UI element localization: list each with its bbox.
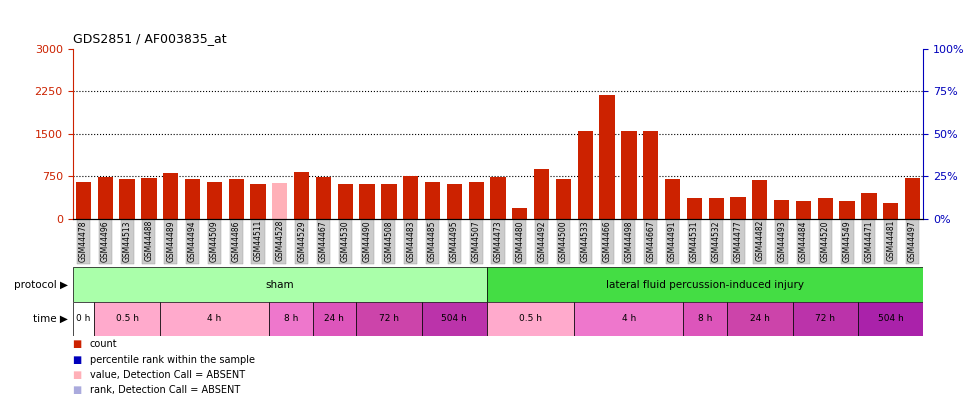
Text: percentile rank within the sample: percentile rank within the sample (90, 355, 255, 364)
Bar (250, 183, 266, 219)
Bar (684, 302, 727, 336)
Text: 4 h: 4 h (207, 314, 221, 324)
Bar (422, 302, 487, 336)
Bar (403, 176, 419, 219)
Text: lateral fluid percussion-induced injury: lateral fluid percussion-induced injury (606, 279, 805, 290)
Bar (793, 302, 858, 336)
Bar (513, 209, 527, 219)
Text: rank, Detection Call = ABSENT: rank, Detection Call = ABSENT (90, 386, 240, 395)
Bar (316, 177, 331, 219)
Bar (228, 179, 244, 219)
Bar (862, 193, 876, 219)
Text: value, Detection Call = ABSENT: value, Detection Call = ABSENT (90, 370, 245, 380)
Text: ■: ■ (73, 370, 82, 380)
Bar (905, 178, 921, 219)
Bar (120, 179, 134, 219)
Bar (425, 182, 440, 219)
Bar (141, 178, 157, 219)
Bar (730, 196, 746, 219)
Bar (556, 179, 571, 219)
Text: 8 h: 8 h (698, 314, 713, 324)
Bar (337, 183, 353, 219)
Bar (665, 179, 680, 219)
Bar (883, 203, 898, 219)
Bar (207, 182, 222, 219)
Bar (818, 198, 833, 219)
Text: ■: ■ (73, 339, 82, 349)
Bar (75, 182, 91, 219)
Bar (621, 131, 636, 219)
Text: GDS2851 / AF003835_at: GDS2851 / AF003835_at (73, 32, 226, 45)
Text: sham: sham (266, 279, 294, 290)
Bar (294, 172, 309, 219)
Bar (269, 302, 312, 336)
Bar (534, 169, 549, 219)
Bar (727, 302, 793, 336)
Bar (774, 200, 789, 219)
Bar (73, 267, 487, 302)
Text: 24 h: 24 h (749, 314, 770, 324)
Text: protocol ▶: protocol ▶ (14, 279, 68, 290)
Bar (752, 180, 768, 219)
Bar (643, 131, 659, 219)
Bar (447, 183, 462, 219)
Bar (356, 302, 422, 336)
Bar (687, 198, 702, 219)
Bar (574, 302, 684, 336)
Bar (487, 302, 574, 336)
Bar (360, 183, 375, 219)
Text: 504 h: 504 h (878, 314, 903, 324)
Bar (272, 183, 287, 219)
Bar (381, 183, 396, 219)
Bar (487, 267, 923, 302)
Text: 504 h: 504 h (442, 314, 467, 324)
Text: ■: ■ (73, 386, 82, 395)
Text: 0.5 h: 0.5 h (116, 314, 138, 324)
Bar (73, 302, 95, 336)
Text: ■: ■ (73, 355, 82, 364)
Bar (312, 302, 356, 336)
Text: 4 h: 4 h (622, 314, 636, 324)
Bar (858, 302, 923, 336)
Bar (163, 173, 178, 219)
Bar (709, 198, 724, 219)
Bar (95, 302, 160, 336)
Text: 72 h: 72 h (815, 314, 835, 324)
Text: 8 h: 8 h (283, 314, 298, 324)
Text: count: count (90, 339, 118, 349)
Bar (796, 201, 811, 219)
Text: time ▶: time ▶ (33, 314, 68, 324)
Bar (490, 177, 506, 219)
Text: 0.5 h: 0.5 h (519, 314, 542, 324)
Bar (469, 182, 484, 219)
Bar (600, 94, 615, 219)
Bar (185, 179, 200, 219)
Bar (160, 302, 269, 336)
Bar (98, 177, 113, 219)
Bar (577, 131, 593, 219)
Text: 72 h: 72 h (379, 314, 399, 324)
Bar (839, 200, 855, 219)
Text: 24 h: 24 h (324, 314, 344, 324)
Text: 0 h: 0 h (76, 314, 91, 324)
